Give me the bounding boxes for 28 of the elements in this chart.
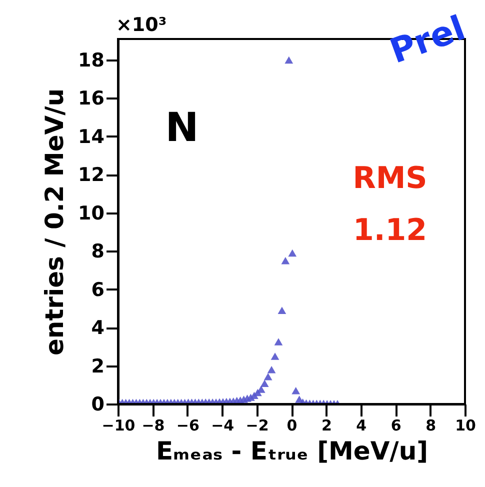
annotation: N	[165, 105, 199, 151]
annotation: Prel	[384, 8, 470, 72]
x-tick-label: −4	[211, 416, 234, 434]
y-tick-label: 16	[78, 88, 104, 110]
y-tick-label: 6	[91, 278, 104, 301]
x-axis-title: Eₘₑₐₛ - Eₜᵣᵤₑ [MeV/u]	[156, 436, 428, 466]
y-tick-label: 10	[78, 202, 104, 224]
text: ×10³	[116, 14, 167, 36]
y-tick-label: 2	[91, 355, 104, 378]
y-tick-label: 8	[91, 240, 104, 263]
x-tick-label: 10	[455, 416, 476, 434]
x-tick-label: −10	[102, 416, 136, 434]
x-tick-label: 8	[426, 416, 436, 434]
x-tick-label: 2	[321, 416, 332, 434]
y-tick-label: 4	[91, 317, 104, 340]
y-axis-title: entries / 0.2 MeV/u	[40, 88, 70, 356]
annotation: RMS	[352, 161, 428, 196]
y-tick-label: 12	[78, 164, 104, 186]
x-tick-label: −8	[142, 416, 165, 434]
x-tick-label: 4	[356, 416, 367, 434]
x-tick-label: −6	[176, 416, 200, 434]
annotation: 1.12	[352, 213, 428, 248]
x-tick-label: −2	[246, 416, 269, 434]
x-tick-label: 0	[286, 416, 298, 434]
y-tick-label: 14	[78, 126, 104, 148]
y-tick-label: 0	[91, 394, 104, 416]
x-tick-label: 6	[390, 416, 402, 434]
y-tick-label: 18	[78, 50, 104, 72]
